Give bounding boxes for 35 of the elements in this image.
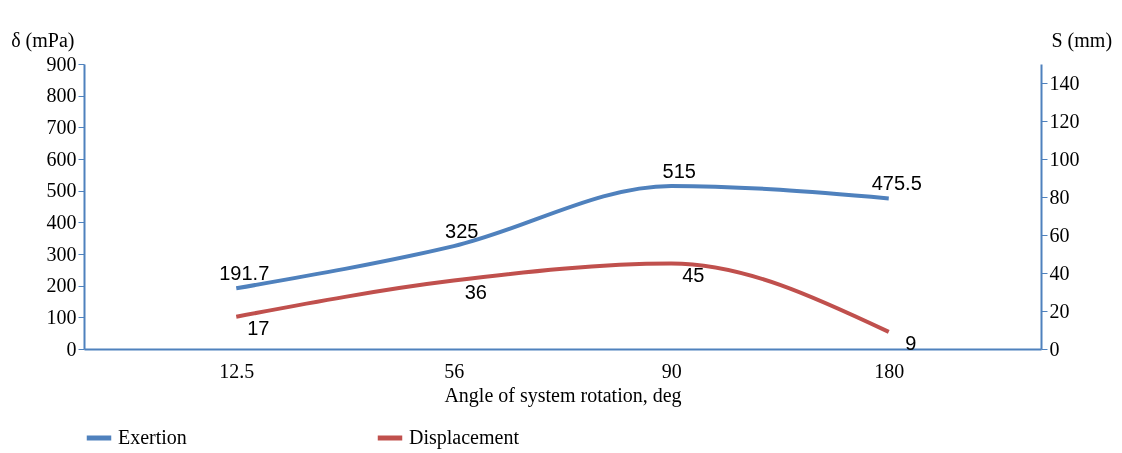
x-tick-label: 90 bbox=[661, 359, 682, 382]
legend-label: Exertion bbox=[118, 426, 187, 448]
y2-tick-label: 0 bbox=[1049, 337, 1060, 360]
y2-tick-label: 60 bbox=[1049, 223, 1070, 246]
legend-label: Displacement bbox=[409, 426, 520, 449]
y-tick-label: 800 bbox=[46, 84, 77, 107]
y-tick-label: 300 bbox=[46, 242, 77, 265]
data-label: 475.5 bbox=[871, 172, 922, 195]
y2-axis-title: S (mm) bbox=[1051, 28, 1113, 52]
y-axis-title: δ (mPa) bbox=[11, 28, 75, 52]
y2-tick-label: 140 bbox=[1049, 71, 1080, 94]
data-label: 325 bbox=[445, 220, 479, 243]
data-label: 17 bbox=[247, 316, 270, 339]
y-tick-label: 500 bbox=[46, 179, 77, 202]
y-tick-label: 100 bbox=[46, 305, 77, 328]
y2-tick-label: 80 bbox=[1049, 185, 1070, 208]
x-tick-label: 12.5 bbox=[219, 359, 255, 382]
y-tick-label: 400 bbox=[46, 210, 77, 233]
y-tick-label: 600 bbox=[46, 147, 77, 170]
data-label: 191.7 bbox=[219, 262, 270, 285]
data-label: 9 bbox=[905, 331, 917, 354]
x-tick-label: 56 bbox=[444, 359, 465, 382]
x-axis-title: Angle of system rotation, deg bbox=[444, 383, 682, 407]
y2-tick-label: 20 bbox=[1049, 299, 1070, 322]
y2-tick-label: 100 bbox=[1049, 147, 1080, 170]
y-tick-label: 0 bbox=[66, 337, 77, 360]
data-label: 36 bbox=[464, 280, 487, 303]
x-tick-label: 180 bbox=[874, 359, 905, 382]
data-label: 515 bbox=[662, 159, 696, 182]
data-label: 45 bbox=[682, 263, 705, 286]
y-tick-label: 700 bbox=[46, 115, 77, 138]
y-tick-label: 900 bbox=[46, 52, 77, 75]
y-tick-label: 200 bbox=[46, 274, 77, 297]
y2-tick-label: 120 bbox=[1049, 109, 1080, 132]
y2-tick-label: 40 bbox=[1049, 261, 1070, 284]
